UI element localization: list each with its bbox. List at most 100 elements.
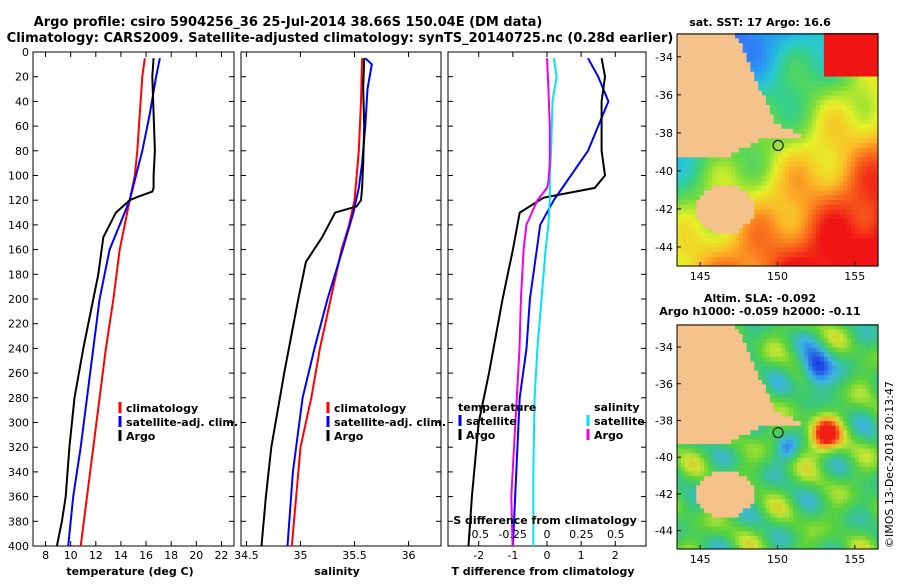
map-cell (797, 494, 802, 499)
map-cell (712, 109, 717, 114)
map-cell (824, 499, 829, 504)
map-cell (754, 238, 759, 243)
map-cell (801, 379, 806, 384)
map-cell (832, 503, 837, 508)
map-cell (774, 157, 779, 162)
map-cell (708, 398, 713, 403)
map-cell (832, 379, 837, 384)
map-cell (812, 152, 817, 157)
map-cell (766, 209, 771, 214)
map-cell (774, 123, 779, 128)
map-cell (801, 402, 806, 407)
map-cell (839, 485, 844, 490)
temperature-xlabel: temperature (deg C) (66, 565, 193, 578)
map-cell (778, 531, 783, 536)
map-cell (677, 161, 682, 166)
map-cell (789, 398, 794, 403)
map-cell (766, 471, 771, 476)
map-cell (843, 109, 848, 114)
map-cell (785, 333, 790, 338)
map-cell (866, 166, 871, 171)
map-cell (708, 157, 713, 162)
map-cell (785, 109, 790, 114)
map-cell (820, 407, 825, 412)
map-cell (750, 338, 755, 343)
map-cell (700, 242, 705, 247)
map-cell (839, 209, 844, 214)
depth-tick-label: 160 (8, 244, 29, 257)
map-cell (720, 247, 725, 252)
map-cell (762, 398, 767, 403)
map-cell (785, 338, 790, 343)
map-cell (696, 535, 701, 540)
map-cell (712, 352, 717, 357)
map-cell (832, 128, 837, 133)
map-cell (762, 223, 767, 228)
map-cell (720, 85, 725, 90)
map-cell (696, 494, 701, 499)
map-cell (801, 119, 806, 124)
map-cell (785, 531, 790, 536)
map-cell (863, 214, 868, 219)
map-cell (801, 517, 806, 522)
map-cell (766, 439, 771, 444)
map-cell (797, 352, 802, 357)
map-cell (750, 161, 755, 166)
map-cell (696, 138, 701, 143)
map-cell (739, 133, 744, 138)
map-cell (700, 228, 705, 233)
map-cell (778, 517, 783, 522)
map-cell (685, 195, 690, 200)
map-cell (677, 329, 682, 334)
map-cell (754, 90, 759, 95)
map-cell (824, 228, 829, 233)
map-cell (689, 228, 694, 233)
map-cell (866, 95, 871, 100)
map-cell (808, 219, 813, 224)
map-cell (743, 161, 748, 166)
map-cell (731, 133, 736, 138)
map-cell (843, 457, 848, 462)
map-cell (700, 489, 705, 494)
map-cell (797, 453, 802, 458)
map-cell (754, 540, 759, 545)
map-cell (685, 347, 690, 352)
legend-label: satellite-adj. clim. (126, 416, 238, 429)
map-cell (723, 379, 728, 384)
map-cell (750, 114, 755, 119)
map-cell (789, 247, 794, 252)
map-cell (754, 204, 759, 209)
map-cell (808, 57, 813, 62)
map-cell (700, 476, 705, 481)
map-cell (820, 204, 825, 209)
map-cell (808, 531, 813, 536)
map-cell (754, 508, 759, 513)
map-cell (685, 407, 690, 412)
map-cell (843, 388, 848, 393)
map-cell (762, 471, 767, 476)
map-cell (685, 540, 690, 545)
map-cell (743, 329, 748, 334)
map-cell (708, 489, 713, 494)
map-cell (700, 466, 705, 471)
map-cell (843, 352, 848, 357)
map-cell (820, 176, 825, 181)
map-cell (774, 57, 779, 62)
map-cell (723, 457, 728, 462)
x-tick-label: 16 (139, 549, 153, 562)
map-cell (689, 365, 694, 370)
map-cell (689, 180, 694, 185)
map-cell (801, 114, 806, 119)
map-cell (700, 204, 705, 209)
map-cell (731, 361, 736, 366)
map-cell (720, 471, 725, 476)
map-cell (743, 443, 748, 448)
map-cell (839, 128, 844, 133)
map-cell (720, 526, 725, 531)
map-cell (677, 365, 682, 370)
map-cell (801, 443, 806, 448)
map-cell (866, 199, 871, 204)
map-cell (689, 361, 694, 366)
map-cell (723, 180, 728, 185)
map-cell (750, 47, 755, 52)
